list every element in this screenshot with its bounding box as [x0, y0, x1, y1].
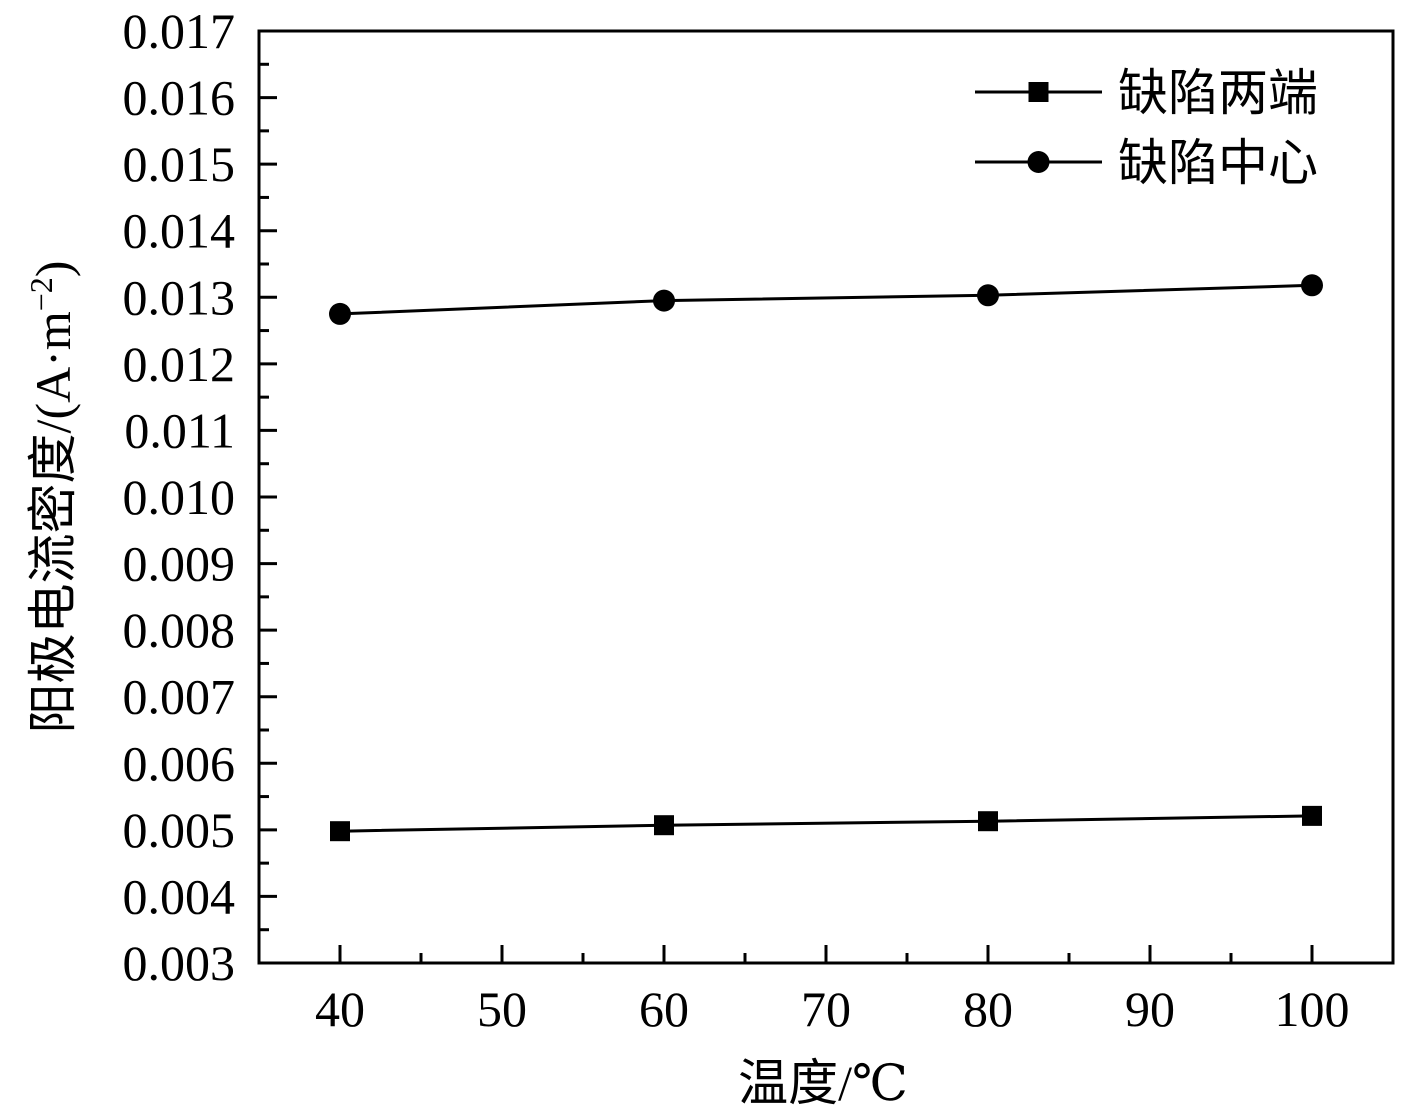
circle-marker [329, 302, 351, 325]
x-tick-label: 40 [315, 981, 365, 1037]
square-marker [330, 821, 350, 842]
series-layer [329, 274, 1323, 842]
square-marker [654, 815, 674, 836]
y-tick-label: 0.009 [123, 536, 236, 592]
y-tick-label: 0.003 [123, 935, 236, 991]
legend-item-2: 缺陷中心 [975, 135, 1318, 191]
y-tick-label: 0.012 [123, 336, 236, 392]
x-tick-label: 70 [801, 981, 851, 1037]
x-tick-label: 60 [639, 981, 689, 1037]
y-tick-label: 0.005 [123, 802, 236, 858]
y-tick-label: 0.016 [123, 70, 236, 126]
circle-marker [977, 284, 999, 307]
x-tick-label: 80 [963, 981, 1013, 1037]
y-tick-label: 0.014 [123, 203, 236, 259]
y-axis-title-superscript: −2 [23, 277, 59, 311]
series-1 [330, 805, 1322, 842]
y-tick-label: 0.015 [123, 136, 236, 192]
y-tick-label: 0.004 [123, 868, 236, 924]
y-tick-label: 0.008 [123, 602, 236, 658]
legend-circle-marker [1027, 151, 1050, 173]
y-axis-title: 阳极电流密度/(A·m−2) [23, 261, 81, 734]
y-axis-title-close: ) [25, 261, 81, 278]
square-marker [978, 811, 998, 832]
series-line [339, 814, 1313, 833]
x-axis-ticks: 40 50 60 70 80 90 100 [315, 945, 1350, 1037]
square-marker [1302, 805, 1322, 826]
x-tick-label: 100 [1275, 981, 1350, 1037]
y-tick-label: 0.010 [123, 469, 236, 525]
circle-marker [1301, 274, 1323, 297]
series-2 [329, 274, 1323, 325]
y-axis-title-main: 阳极电流密度/(A·m [25, 311, 81, 733]
circle-marker [653, 289, 675, 312]
legend-item-1: 缺陷两端 [975, 65, 1318, 121]
y-tick-label: 0.006 [123, 735, 236, 791]
x-axis-title: 温度/℃ [738, 1055, 908, 1111]
series-line [339, 283, 1313, 316]
y-tick-label: 0.011 [124, 402, 235, 458]
legend-label: 缺陷两端 [1118, 65, 1318, 121]
legend-square-marker [1028, 82, 1049, 102]
y-axis-ticks: 0.003 0.004 0.005 0.006 0.007 0.008 0.009 0.010… [123, 3, 277, 991]
y-tick-label: 0.013 [123, 269, 236, 325]
legend-label: 缺陷中心 [1118, 135, 1318, 191]
x-tick-label: 50 [477, 981, 527, 1037]
x-tick-label: 90 [1125, 981, 1175, 1037]
y-tick-label: 0.017 [123, 3, 236, 59]
y-tick-label: 0.007 [123, 669, 236, 725]
